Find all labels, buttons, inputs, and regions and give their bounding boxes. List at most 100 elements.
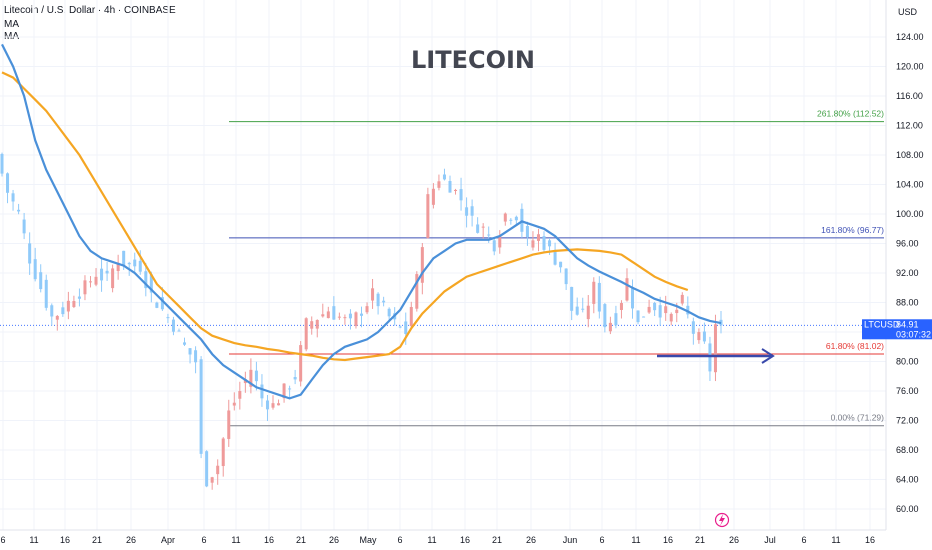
time-tick-label: 21 [695, 535, 705, 545]
candle-body [398, 326, 402, 328]
time-tick-label: 16 [865, 535, 875, 545]
candle-body [575, 306, 579, 315]
candle-body [205, 451, 209, 487]
candle-body [420, 247, 424, 283]
candle-body [271, 403, 275, 408]
candle-body [343, 317, 347, 319]
candle-body [94, 276, 98, 285]
candle-body [28, 243, 32, 264]
candle-body [503, 213, 507, 222]
time-tick-label: 26 [329, 535, 339, 545]
time-tick-label: 21 [492, 535, 502, 545]
time-tick-label: 16 [460, 535, 470, 545]
candle-body [409, 307, 413, 327]
time-tick-label: 26 [126, 535, 136, 545]
candle-body [548, 240, 552, 247]
candle-body [426, 194, 430, 238]
candle-body [675, 309, 679, 314]
candle-body [194, 350, 198, 363]
candle-body [188, 348, 192, 355]
time-tick-label: 11 [631, 535, 640, 545]
candle-body [382, 300, 386, 303]
candle-body [387, 308, 391, 317]
candle-body [525, 225, 529, 238]
time-tick-label: 6 [397, 535, 402, 545]
fib-label: 261.80% (112.52) [817, 109, 884, 119]
candle-body [470, 206, 474, 216]
time-tick-label: 6 [0, 535, 5, 545]
candle-body [442, 174, 446, 180]
candle-body [55, 315, 59, 320]
candle-body [431, 188, 435, 205]
price-tick-label: 116.00 [896, 91, 923, 101]
candle-body [586, 305, 590, 320]
lightning-bolt-icon [719, 514, 725, 526]
candle-body [708, 343, 712, 372]
candle-body [359, 313, 364, 316]
candle-body [371, 288, 375, 301]
candle-body [133, 259, 137, 267]
candle-body [33, 259, 37, 280]
candle-body [177, 330, 181, 332]
candle-body [77, 296, 81, 299]
time-tick-label: 11 [427, 535, 436, 545]
candle-body [332, 306, 336, 320]
candle-body [597, 282, 601, 312]
candle-body [614, 313, 618, 326]
price-tick-label: 76.00 [896, 386, 919, 396]
candle-body [459, 189, 463, 201]
candle-body [348, 313, 352, 319]
candle-body [404, 321, 408, 334]
candle-body [282, 383, 286, 399]
candle-body [619, 303, 623, 310]
candle-body [415, 274, 419, 309]
candle-body [254, 370, 258, 382]
ma-slow-line [1, 71, 689, 362]
price-tick-label: 108.00 [896, 150, 924, 160]
price-tick-label: 64.00 [896, 475, 919, 485]
candle-body [636, 310, 640, 323]
candle-body [647, 306, 651, 313]
candle-body [664, 306, 668, 314]
candle-body [50, 305, 54, 317]
price-tick-label: 120.00 [896, 62, 924, 72]
candle-body [608, 322, 612, 332]
time-tick-label: Apr [161, 535, 175, 545]
candle-body [105, 270, 109, 274]
fib-label: 61.80% (81.02) [826, 341, 884, 351]
fib-label: 161.80% (96.77) [821, 225, 884, 235]
indicator-ma-1[interactable]: MA [4, 19, 19, 30]
time-tick-label: 6 [599, 535, 604, 545]
candle-body [354, 312, 358, 327]
price-tick-label: 96.00 [896, 239, 919, 249]
fibonacci-levels: 261.80% (112.52) 161.80% (96.77) 61.80% (8… [229, 109, 884, 427]
symbol-header: Litecoin / U.S. Dollar · 4h · COINBASE [4, 5, 176, 16]
time-tick-label: 11 [29, 535, 38, 545]
candle-body [454, 189, 458, 191]
candle-body [304, 318, 308, 350]
time-tick-label: 6 [801, 535, 806, 545]
candle-body [702, 331, 706, 342]
candle-body [603, 304, 607, 328]
candle-body [321, 314, 325, 317]
candle-body [448, 181, 452, 193]
candle-body [238, 391, 242, 399]
candle-body [581, 308, 585, 310]
candle-body [570, 286, 574, 311]
candle-body [299, 345, 303, 382]
candle-body [0, 154, 4, 174]
time-tick-label: 16 [663, 535, 673, 545]
candle-body [365, 306, 369, 313]
time-tick-label: May [359, 535, 377, 545]
time-tick-label: 26 [526, 535, 536, 545]
price-tick-label: 124.00 [896, 32, 924, 42]
candle-body [260, 384, 264, 399]
candle-body [310, 321, 314, 329]
candle-body [658, 305, 662, 318]
candle-body [476, 224, 480, 233]
time-tick-label: 26 [729, 535, 739, 545]
candle-body [326, 311, 330, 319]
price-tick-label: 104.00 [896, 180, 924, 190]
